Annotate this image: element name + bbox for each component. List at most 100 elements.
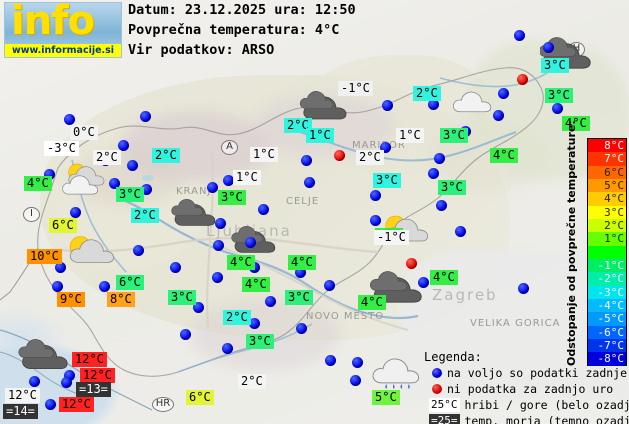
color-scale-step: -3°C — [588, 285, 626, 299]
station-dot-current[interactable] — [61, 377, 72, 388]
legend-row: ni podatka za zadnjo uro — [424, 381, 624, 396]
station-dot-current[interactable] — [455, 226, 466, 237]
station-dot-current[interactable] — [207, 182, 218, 193]
air-temperature-label: 4°C — [242, 277, 270, 292]
station-dot-current[interactable] — [29, 376, 40, 387]
mountain-temperature-label: -1°C — [338, 81, 373, 96]
station-dot-current[interactable] — [382, 100, 393, 111]
station-dot-current[interactable] — [552, 103, 563, 114]
station-dot-current[interactable] — [55, 262, 66, 273]
station-dot-current[interactable] — [428, 168, 439, 179]
station-dot-current[interactable] — [223, 175, 234, 186]
station-dot-current[interactable] — [301, 155, 312, 166]
legend-row: 25°C hribi / gore (belo ozadje) — [424, 397, 629, 412]
air-temperature-label: 3°C — [168, 290, 196, 305]
air-temperature-label: 4°C — [288, 255, 316, 270]
station-dot-current[interactable] — [304, 177, 315, 188]
station-dot-stale[interactable] — [334, 150, 345, 161]
station-dot-current[interactable] — [44, 169, 55, 180]
sea-temperature-label: =13= — [76, 382, 111, 397]
mountain-temperature-label: 1°C — [233, 170, 261, 185]
station-dot-current[interactable] — [109, 178, 120, 189]
station-dot-current[interactable] — [140, 111, 151, 122]
place-name: MARIBOR — [352, 140, 406, 151]
station-dot-current[interactable] — [543, 42, 554, 53]
station-dot-current[interactable] — [170, 262, 181, 273]
station-dot-current[interactable] — [52, 281, 63, 292]
mountain-temperature-label: 12°C — [5, 388, 40, 403]
station-dot-current[interactable] — [518, 283, 529, 294]
station-dot-current[interactable] — [380, 142, 391, 153]
legend-row: =25= temp. morja (temno ozadje) — [424, 413, 629, 424]
station-dot-current[interactable] — [245, 237, 256, 248]
air-temperature-label: 4°C — [358, 295, 386, 310]
dark-cloud-icon — [299, 90, 352, 126]
station-dot-current[interactable] — [370, 190, 381, 201]
sun-cloud-icon — [62, 230, 116, 270]
place-name: Zagreb — [432, 286, 498, 304]
air-temperature-label: 2°C — [131, 208, 159, 223]
station-dot-current[interactable] — [212, 272, 223, 283]
station-dot-current[interactable] — [325, 355, 336, 366]
air-temperature-label: 2°C — [284, 118, 312, 133]
station-dot-current[interactable] — [296, 323, 307, 334]
station-dot-stale[interactable] — [517, 74, 528, 85]
station-dot-current[interactable] — [127, 160, 138, 171]
station-dot-current[interactable] — [249, 318, 260, 329]
color-scale-step: -1°C — [588, 258, 626, 273]
station-dot-current[interactable] — [350, 375, 361, 386]
station-dot-current[interactable] — [64, 114, 75, 125]
station-dot-current[interactable] — [99, 281, 110, 292]
station-dot-current[interactable] — [493, 110, 504, 121]
color-scale-step: -6°C — [588, 325, 626, 339]
station-dot-current[interactable] — [436, 200, 447, 211]
station-dot-current[interactable] — [352, 357, 363, 368]
station-dot-current[interactable] — [498, 88, 509, 99]
mountain-temperature-label: 2°C — [356, 150, 384, 165]
station-dot-current[interactable] — [118, 140, 129, 151]
air-temperature-label: 3°C — [545, 88, 573, 103]
station-dot-stale[interactable] — [406, 258, 417, 269]
dark-cloud-icon — [18, 338, 74, 376]
legend-title: Legenda: — [424, 350, 482, 364]
station-dot-current[interactable] — [213, 240, 224, 251]
station-dot-current[interactable] — [215, 218, 226, 229]
country-code-badge: A — [221, 140, 238, 155]
station-dot-current[interactable] — [64, 370, 75, 381]
legend-station-dot-icon — [432, 383, 442, 394]
air-temperature-label: 4°C — [430, 270, 458, 285]
station-dot-current[interactable] — [418, 277, 429, 288]
station-dot-current[interactable] — [265, 296, 276, 307]
color-scale-step: 4°C — [588, 192, 626, 206]
station-dot-current[interactable] — [193, 302, 204, 313]
logo-url: www.informacije.si — [5, 44, 121, 57]
cloud-icon — [58, 170, 104, 200]
station-dot-current[interactable] — [70, 207, 81, 218]
site-logo[interactable]: info www.informacije.si — [4, 2, 122, 58]
station-dot-current[interactable] — [222, 343, 233, 354]
cloud-icon — [448, 86, 498, 118]
station-dot-current[interactable] — [258, 204, 269, 215]
rain-cloud-icon — [370, 350, 424, 392]
color-scale-step: 7°C — [588, 152, 626, 166]
station-dot-current[interactable] — [434, 153, 445, 164]
place-name: CELJE — [286, 196, 320, 207]
station-dot-current[interactable] — [180, 329, 191, 340]
air-temperature-label: 4°C — [227, 255, 255, 270]
legend-row: na voljo so podatki zadnje ure — [424, 365, 629, 380]
station-dot-current[interactable] — [428, 99, 439, 110]
station-dot-current[interactable] — [295, 267, 306, 278]
color-scale-step: -5°C — [588, 312, 626, 326]
legend-row-text: temp. morja (temno ozadje) — [464, 413, 629, 424]
station-dot-current[interactable] — [514, 30, 525, 41]
station-dot-current[interactable] — [133, 245, 144, 256]
legend-row-text: ni podatka za zadnjo uro — [447, 381, 614, 396]
station-dot-current[interactable] — [45, 399, 56, 410]
station-dot-current[interactable] — [141, 184, 152, 195]
air-temperature-label: 3°C — [373, 173, 401, 188]
air-temperature-label: 3°C — [440, 128, 468, 143]
station-dot-current[interactable] — [370, 215, 381, 226]
station-dot-current[interactable] — [324, 280, 335, 291]
color-scale-step: -8°C — [588, 352, 626, 366]
